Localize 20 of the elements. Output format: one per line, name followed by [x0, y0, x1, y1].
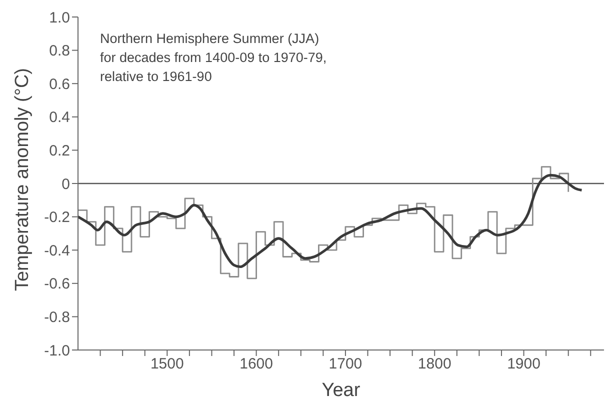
x-tick-label: 1700: [328, 356, 362, 373]
y-tick-label: -0.8: [44, 309, 70, 326]
y-tick-label: -0.4: [44, 242, 70, 260]
x-axis-title: Year: [322, 380, 361, 401]
y-tick-label: -0.6: [44, 276, 70, 293]
y-tick-label: 0.8: [49, 42, 70, 60]
y-tick-label: 0.2: [49, 142, 70, 160]
y-tick-label: -0.2: [44, 209, 70, 226]
y-axis-title: Temperature anomoly (°C): [12, 68, 34, 292]
annotation: Northern Hemisphere Summer (JJA) for decades from 1400-09 to 1970-79, relative to 1961-90: [100, 30, 327, 86]
y-tick-label: -1.0: [44, 342, 70, 360]
x-tick-label: 1600: [240, 356, 273, 373]
y-tick-label: 1.0: [49, 9, 70, 26]
line-series: [78, 174, 584, 268]
x-tick-label: 1500: [150, 356, 184, 373]
y-tick-label: 0.6: [49, 76, 70, 93]
y-tick-label: 0: [62, 176, 70, 193]
x-tick-label: 1900: [507, 356, 540, 373]
y-tick-label: 0.4: [49, 109, 70, 126]
x-tick-label: 1800: [418, 356, 452, 373]
